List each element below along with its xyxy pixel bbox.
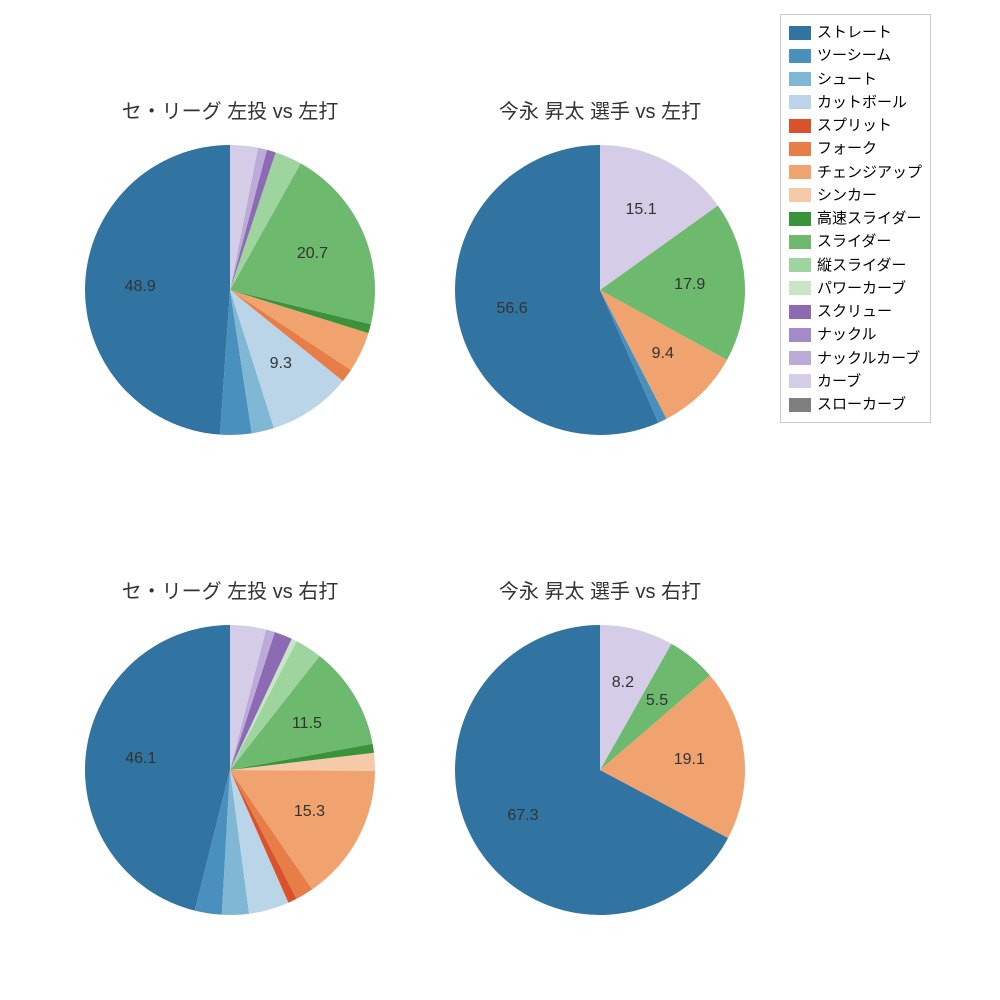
legend-swatch — [789, 142, 811, 156]
legend-label: シンカー — [817, 184, 877, 207]
legend-label: 高速スライダー — [817, 207, 921, 230]
legend-swatch — [789, 235, 811, 249]
chart-title-3: 今永 昇太 選手 vs 右打 — [499, 575, 701, 604]
pie-slice — [85, 145, 230, 435]
legend-swatch — [789, 281, 811, 295]
pie-slice-label: 9.3 — [270, 355, 292, 373]
legend-item: ストレート — [789, 21, 922, 44]
legend-swatch — [789, 49, 811, 63]
legend-item: カットボール — [789, 91, 922, 114]
legend-item: ツーシーム — [789, 44, 922, 67]
legend-item: スローカーブ — [789, 393, 922, 416]
legend-item: スライダー — [789, 230, 922, 253]
legend-label: スクリュー — [817, 300, 892, 323]
chart-title-1: 今永 昇太 選手 vs 左打 — [499, 95, 701, 124]
legend-swatch — [789, 188, 811, 202]
legend-label: カーブ — [817, 370, 861, 393]
chart-title-2: セ・リーグ 左投 vs 右打 — [122, 575, 339, 604]
pie-slice-label: 48.9 — [125, 278, 156, 296]
legend-label: スライダー — [817, 230, 891, 253]
pie-slice-label: 8.2 — [612, 674, 634, 692]
legend-swatch — [789, 165, 811, 179]
legend-swatch — [789, 26, 811, 40]
pie-3: 67.3 19.1 5.5 8.2 — [453, 623, 747, 917]
legend-label: カットボール — [817, 91, 907, 114]
legend-label: ストレート — [817, 21, 892, 44]
legend-label: 縦スライダー — [817, 254, 906, 277]
pie-slice-label: 17.9 — [674, 276, 705, 294]
figure-root: セ・リーグ 左投 vs 左打 今永 昇太 選手 vs 左打 セ・リーグ 左投 v… — [0, 0, 1000, 1000]
legend-item: 高速スライダー — [789, 207, 922, 230]
pie-slice-label: 56.6 — [496, 300, 527, 318]
legend-item: カーブ — [789, 370, 922, 393]
legend-label: パワーカーブ — [817, 277, 906, 300]
pie-0: 48.9 9.3 20.7 — [83, 143, 377, 437]
pie-slice-label: 19.1 — [674, 751, 705, 769]
legend-label: スローカーブ — [817, 393, 906, 416]
legend-item: フォーク — [789, 137, 922, 160]
legend-swatch — [789, 374, 811, 388]
legend-item: 縦スライダー — [789, 254, 922, 277]
legend-swatch — [789, 351, 811, 365]
pie-svg — [453, 623, 747, 917]
legend-label: ナックル — [817, 323, 877, 346]
pie-slice-label: 46.1 — [125, 750, 156, 768]
pie-slice-label: 15.1 — [625, 201, 656, 219]
legend-label: ツーシーム — [817, 44, 891, 67]
legend-label: スプリット — [817, 114, 892, 137]
legend-label: フォーク — [817, 137, 877, 160]
legend-item: スクリュー — [789, 300, 922, 323]
pie-1: 56.6 9.4 17.9 15.1 — [453, 143, 747, 437]
legend-swatch — [789, 398, 811, 412]
pie-2: 46.1 15.3 11.5 — [83, 623, 377, 917]
legend: ストレートツーシームシュートカットボールスプリットフォークチェンジアップシンカー… — [780, 14, 931, 423]
pie-slice-label: 20.7 — [297, 245, 328, 263]
legend-swatch — [789, 119, 811, 133]
legend-item: ナックル — [789, 323, 922, 346]
legend-swatch — [789, 72, 811, 86]
pie-slice-label: 15.3 — [294, 803, 325, 821]
legend-swatch — [789, 212, 811, 226]
legend-item: シュート — [789, 68, 922, 91]
legend-item: チェンジアップ — [789, 161, 922, 184]
legend-item: スプリット — [789, 114, 922, 137]
legend-label: シュート — [817, 68, 877, 91]
legend-swatch — [789, 258, 811, 272]
pie-slice-label: 5.5 — [646, 692, 668, 710]
pie-slice-label: 11.5 — [292, 715, 322, 733]
legend-swatch — [789, 305, 811, 319]
pie-slice-label: 9.4 — [652, 345, 674, 363]
legend-item: パワーカーブ — [789, 277, 922, 300]
legend-item: シンカー — [789, 184, 922, 207]
legend-swatch — [789, 328, 811, 342]
legend-label: ナックルカーブ — [817, 347, 920, 370]
pie-svg — [83, 623, 377, 917]
legend-swatch — [789, 95, 811, 109]
legend-item: ナックルカーブ — [789, 347, 922, 370]
chart-title-0: セ・リーグ 左投 vs 左打 — [122, 95, 339, 124]
pie-slice-label: 67.3 — [507, 807, 538, 825]
legend-label: チェンジアップ — [817, 161, 922, 184]
